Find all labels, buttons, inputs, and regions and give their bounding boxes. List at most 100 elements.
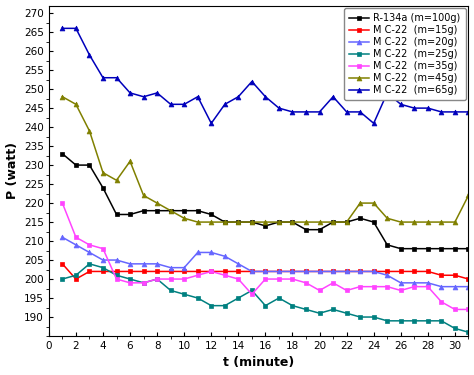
M C-22  (m=20g) <box>195 250 201 255</box>
Line: M C-22  (m=25g): M C-22 (m=25g) <box>60 261 471 334</box>
M C-22  (m=25g) <box>87 262 92 266</box>
R-134a (m=100g) <box>100 186 106 190</box>
R-134a (m=100g) <box>236 220 241 224</box>
M C-22  (m=35g) <box>100 246 106 251</box>
M C-22  (m=65g) <box>276 106 282 110</box>
R-134a (m=100g) <box>60 152 65 156</box>
M C-22  (m=25g) <box>154 277 160 281</box>
R-134a (m=100g) <box>357 216 363 220</box>
M C-22  (m=35g) <box>182 277 187 281</box>
Line: M C-22  (m=20g): M C-22 (m=20g) <box>60 235 471 289</box>
M C-22  (m=45g) <box>168 209 173 213</box>
M C-22  (m=15g) <box>438 273 444 278</box>
M C-22  (m=65g) <box>127 91 133 95</box>
M C-22  (m=20g) <box>357 269 363 274</box>
M C-22  (m=15g) <box>425 269 431 274</box>
M C-22  (m=15g) <box>290 269 295 274</box>
M C-22  (m=15g) <box>73 277 79 281</box>
M C-22  (m=25g) <box>60 277 65 281</box>
M C-22  (m=45g) <box>384 216 390 220</box>
M C-22  (m=35g) <box>344 288 349 293</box>
M C-22  (m=25g) <box>236 296 241 300</box>
M C-22  (m=15g) <box>452 273 458 278</box>
M C-22  (m=35g) <box>465 307 471 312</box>
M C-22  (m=45g) <box>141 193 146 198</box>
R-134a (m=100g) <box>330 220 336 224</box>
M C-22  (m=25g) <box>411 319 417 323</box>
M C-22  (m=35g) <box>452 307 458 312</box>
M C-22  (m=45g) <box>236 220 241 224</box>
M C-22  (m=20g) <box>384 273 390 278</box>
M C-22  (m=65g) <box>114 75 119 80</box>
M C-22  (m=25g) <box>452 326 458 331</box>
M C-22  (m=35g) <box>209 269 214 274</box>
M C-22  (m=15g) <box>276 269 282 274</box>
M C-22  (m=35g) <box>290 277 295 281</box>
M C-22  (m=15g) <box>330 269 336 274</box>
M C-22  (m=35g) <box>371 284 376 289</box>
R-134a (m=100g) <box>209 212 214 217</box>
M C-22  (m=65g) <box>100 75 106 80</box>
M C-22  (m=15g) <box>195 269 201 274</box>
M C-22  (m=25g) <box>263 303 268 308</box>
M C-22  (m=25g) <box>425 319 431 323</box>
M C-22  (m=25g) <box>398 319 404 323</box>
M C-22  (m=20g) <box>73 243 79 247</box>
M C-22  (m=45g) <box>371 201 376 206</box>
M C-22  (m=35g) <box>425 284 431 289</box>
M C-22  (m=65g) <box>303 110 309 114</box>
M C-22  (m=45g) <box>87 129 92 133</box>
M C-22  (m=45g) <box>195 220 201 224</box>
M C-22  (m=25g) <box>371 315 376 319</box>
M C-22  (m=45g) <box>127 159 133 164</box>
M C-22  (m=20g) <box>411 280 417 285</box>
M C-22  (m=45g) <box>249 220 255 224</box>
M C-22  (m=35g) <box>222 273 228 278</box>
M C-22  (m=20g) <box>344 269 349 274</box>
M C-22  (m=45g) <box>60 94 65 99</box>
M C-22  (m=20g) <box>87 250 92 255</box>
R-134a (m=100g) <box>425 246 431 251</box>
M C-22  (m=65g) <box>209 121 214 126</box>
X-axis label: t (minute): t (minute) <box>223 357 294 369</box>
M C-22  (m=20g) <box>438 284 444 289</box>
M C-22  (m=25g) <box>317 311 322 315</box>
M C-22  (m=65g) <box>411 106 417 110</box>
M C-22  (m=15g) <box>263 269 268 274</box>
M C-22  (m=35g) <box>384 284 390 289</box>
R-134a (m=100g) <box>249 220 255 224</box>
M C-22  (m=15g) <box>209 269 214 274</box>
M C-22  (m=65g) <box>452 110 458 114</box>
Line: R-134a (m=100g): R-134a (m=100g) <box>60 151 471 251</box>
M C-22  (m=20g) <box>263 269 268 274</box>
M C-22  (m=45g) <box>154 201 160 206</box>
M C-22  (m=65g) <box>384 91 390 95</box>
M C-22  (m=20g) <box>303 269 309 274</box>
M C-22  (m=45g) <box>303 220 309 224</box>
M C-22  (m=15g) <box>100 269 106 274</box>
M C-22  (m=25g) <box>465 330 471 334</box>
M C-22  (m=35g) <box>195 273 201 278</box>
M C-22  (m=20g) <box>276 269 282 274</box>
M C-22  (m=65g) <box>290 110 295 114</box>
M C-22  (m=25g) <box>276 296 282 300</box>
M C-22  (m=45g) <box>330 220 336 224</box>
M C-22  (m=45g) <box>182 216 187 220</box>
M C-22  (m=20g) <box>60 235 65 240</box>
R-134a (m=100g) <box>317 227 322 232</box>
R-134a (m=100g) <box>182 209 187 213</box>
M C-22  (m=35g) <box>438 300 444 304</box>
R-134a (m=100g) <box>276 220 282 224</box>
M C-22  (m=65g) <box>425 106 431 110</box>
M C-22  (m=45g) <box>100 171 106 175</box>
M C-22  (m=45g) <box>263 220 268 224</box>
M C-22  (m=25g) <box>127 277 133 281</box>
M C-22  (m=45g) <box>317 220 322 224</box>
R-134a (m=100g) <box>371 220 376 224</box>
M C-22  (m=25g) <box>222 303 228 308</box>
M C-22  (m=45g) <box>465 193 471 198</box>
M C-22  (m=65g) <box>182 102 187 106</box>
M C-22  (m=15g) <box>371 269 376 274</box>
Line: M C-22  (m=65g): M C-22 (m=65g) <box>60 26 471 126</box>
M C-22  (m=20g) <box>249 269 255 274</box>
